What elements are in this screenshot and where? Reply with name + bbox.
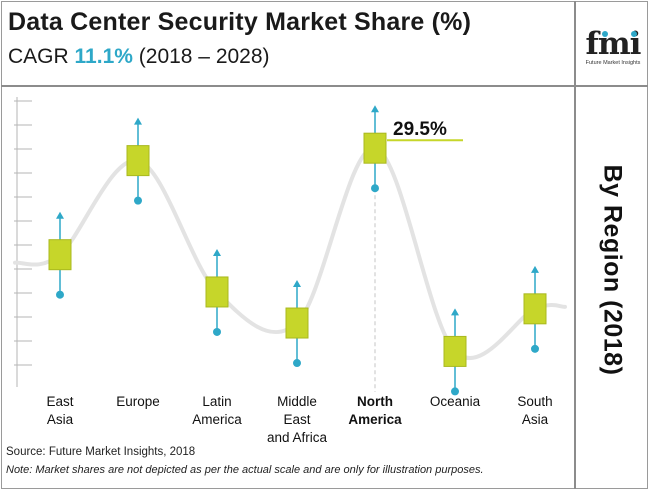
data-point-marker <box>205 276 229 308</box>
marker-base-dot <box>213 327 221 336</box>
x-tick-label-line: Middle <box>277 394 317 409</box>
x-tick-label-line: South <box>517 394 552 409</box>
marker-arrow-icon <box>134 117 142 125</box>
data-point-marker <box>126 145 150 177</box>
marker-arrow-icon <box>56 211 64 219</box>
cagr-value: 11.1% <box>74 45 133 68</box>
x-tick-label-line: Oceania <box>430 394 481 409</box>
marker-arrow-icon <box>371 105 379 113</box>
logo-dot-icon <box>602 31 608 37</box>
data-point-marker <box>443 335 467 367</box>
marker-base-dot <box>134 196 142 205</box>
marker-arrow-icon <box>213 248 221 256</box>
header-divider <box>1 85 648 87</box>
fmi-logo-tagline: Future Market Insights <box>585 60 641 66</box>
data-point-marker <box>363 132 387 164</box>
fmi-logo: fmi Future Market Insights <box>582 28 644 68</box>
disclaimer-note: Note: Market shares are not depicted as … <box>6 464 484 476</box>
x-tick-label-line: Europe <box>116 394 160 409</box>
marker-base-dot <box>56 290 64 299</box>
highlight-value-label: 29.5% <box>393 119 447 140</box>
marker-base-dot <box>293 359 301 368</box>
x-tick-label-line: North <box>357 394 393 409</box>
x-tick-label: East Asia <box>46 394 73 427</box>
marker-base-dot <box>371 184 379 193</box>
marker-base-dot <box>451 387 459 396</box>
marker-arrow-icon <box>293 280 301 288</box>
x-tick-label: Oceania <box>430 394 481 409</box>
x-tick-label: Latin America <box>192 394 242 427</box>
cagr-label: CAGR <box>8 45 69 68</box>
x-tick-label-line: and Africa <box>267 430 328 445</box>
data-point-marker <box>48 239 72 271</box>
logo-dot-icon <box>631 31 637 37</box>
marker-arrow-icon <box>451 308 459 316</box>
data-point-marker <box>285 307 309 339</box>
x-tick-label-line: East <box>46 394 73 409</box>
marker-arrow-icon <box>531 265 539 273</box>
x-tick-label-line: East <box>283 412 310 427</box>
x-tick-label: North America <box>348 394 402 427</box>
x-tick-label: Europe <box>116 394 160 409</box>
data-point-marker <box>523 293 547 325</box>
period-label: (2018 – 2028) <box>138 45 270 68</box>
x-tick-label: Middle East and Africa <box>267 394 328 445</box>
chart-title: Data Center Security Market Share (%) <box>8 8 472 36</box>
side-divider <box>574 1 576 489</box>
x-tick-label-line: Asia <box>522 412 549 427</box>
x-tick-label: South Asia <box>517 394 552 427</box>
x-tick-label-line: America <box>348 412 402 427</box>
trend-curve <box>13 146 567 361</box>
x-tick-label-line: Latin <box>202 394 231 409</box>
marker-base-dot <box>531 344 539 353</box>
chart-subtitle: CAGR 11.1% (2018 – 2028) <box>8 45 270 69</box>
x-tick-label-line: Asia <box>47 412 74 427</box>
source-note: Source: Future Market Insights, 2018 <box>6 446 196 458</box>
x-tick-label-line: America <box>192 412 242 427</box>
